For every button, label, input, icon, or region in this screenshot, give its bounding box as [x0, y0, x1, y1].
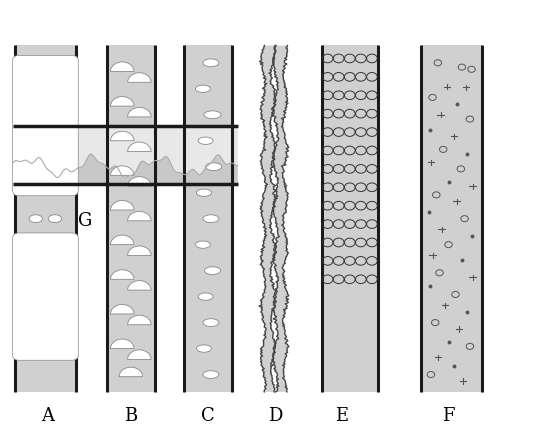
Wedge shape [111, 270, 134, 279]
Ellipse shape [197, 189, 211, 196]
Wedge shape [128, 281, 151, 290]
Wedge shape [128, 350, 151, 359]
Text: A: A [42, 407, 54, 425]
Text: D: D [268, 407, 282, 425]
Wedge shape [111, 131, 134, 141]
Ellipse shape [29, 215, 43, 223]
Wedge shape [111, 339, 134, 349]
Wedge shape [119, 367, 143, 377]
Wedge shape [128, 73, 151, 82]
Wedge shape [128, 107, 151, 117]
Text: G: G [78, 212, 92, 230]
FancyBboxPatch shape [13, 233, 78, 360]
Text: F: F [442, 407, 455, 425]
Ellipse shape [203, 371, 219, 378]
Wedge shape [111, 235, 134, 245]
Ellipse shape [204, 111, 221, 119]
Polygon shape [13, 154, 238, 184]
Ellipse shape [203, 215, 219, 223]
Bar [321, 45, 378, 392]
Wedge shape [128, 211, 151, 221]
Ellipse shape [195, 85, 210, 93]
Wedge shape [111, 62, 134, 71]
Ellipse shape [203, 59, 219, 67]
Polygon shape [259, 45, 277, 392]
Wedge shape [111, 200, 134, 210]
Wedge shape [128, 142, 151, 152]
Bar [421, 45, 482, 392]
Text: C: C [201, 407, 215, 425]
Text: B: B [124, 407, 137, 425]
Ellipse shape [198, 137, 213, 144]
Ellipse shape [195, 241, 210, 249]
Wedge shape [111, 166, 134, 175]
Wedge shape [128, 177, 151, 186]
Wedge shape [111, 97, 134, 106]
Ellipse shape [206, 163, 222, 171]
FancyBboxPatch shape [13, 55, 78, 196]
Bar [13, 126, 238, 184]
Wedge shape [111, 304, 134, 314]
Bar [15, 45, 76, 392]
Wedge shape [128, 246, 151, 255]
Text: E: E [335, 407, 348, 425]
Wedge shape [128, 315, 151, 325]
Ellipse shape [48, 215, 62, 223]
Bar [107, 45, 155, 392]
Ellipse shape [205, 267, 221, 275]
Polygon shape [272, 45, 289, 392]
Ellipse shape [203, 319, 219, 326]
Ellipse shape [198, 293, 213, 301]
Ellipse shape [197, 345, 211, 352]
Bar [184, 45, 232, 392]
